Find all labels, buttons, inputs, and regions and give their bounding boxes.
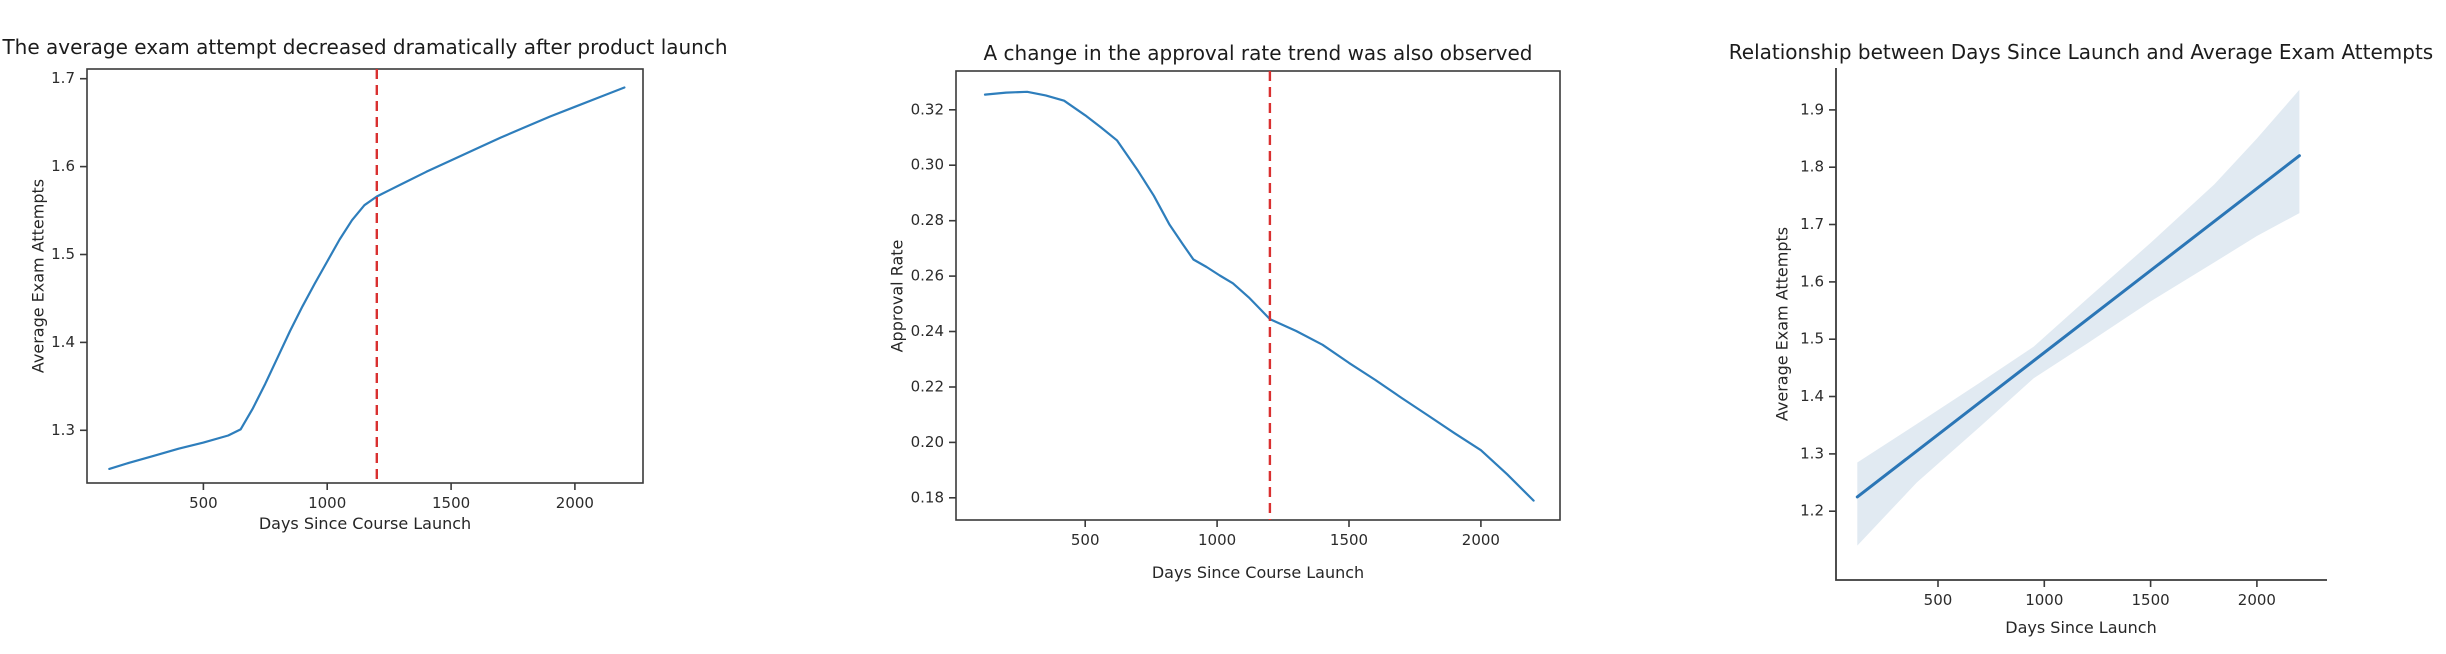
- series-line-average-exam-attempts: [108, 86, 626, 470]
- y-tick-label: 1.4: [51, 333, 75, 351]
- y-tick-label: 1.4: [1800, 387, 1824, 405]
- chart-2-ylabel: Approval Rate: [887, 239, 907, 353]
- chart-3-plot: 500 1000 1500 2000 1.2 1.3 1.4 1.5 1.6 1.7 1.8 1.9: [1800, 68, 2327, 609]
- chart-3-xlabel: Days Since Launch: [2005, 618, 2157, 637]
- x-tick-label: 1500: [2132, 591, 2170, 609]
- chart-2-plot: 500 1000 1500 2000 0.18 0.20 0.22 0.24 0.26 0.28 0…: [911, 70, 1561, 549]
- chart-1-plot: 500 1000 1500 2000 1.3 1.4 1.5 1.6 1.7: [51, 68, 644, 512]
- chart-2-title: A change in the approval rate trend was …: [983, 41, 1533, 65]
- chart-3-title: Relationship between Days Since Launch a…: [1728, 40, 2434, 64]
- x-tick-label: 1000: [308, 494, 346, 512]
- series-line-regression-line: [1855, 154, 2301, 499]
- x-tick-label: 500: [189, 494, 218, 512]
- y-tick-label: 0.24: [911, 322, 944, 340]
- y-tick-label: 0.22: [911, 378, 944, 396]
- chart-2-xlabel: Days Since Course Launch: [1151, 563, 1365, 582]
- series-line-approval-rate: [983, 90, 1535, 502]
- y-tick-label: 0.32: [911, 100, 944, 118]
- x-tick-label: 2000: [2238, 591, 2276, 609]
- x-tick-label: 1000: [2025, 591, 2063, 609]
- chart-1-title: The average exam attempt decreased drama…: [2, 35, 728, 59]
- x-tick-label: 2000: [1462, 531, 1500, 549]
- x-tick-label: 1000: [1198, 531, 1236, 549]
- plot-spines: [1835, 68, 2327, 581]
- chart-1-xlabel: Days Since Course Launch: [258, 514, 472, 533]
- y-tick-label: 1.2: [1800, 502, 1824, 520]
- y-tick-label: 0.28: [911, 211, 944, 229]
- x-tick-label: 1500: [1330, 531, 1368, 549]
- y-tick-label: 1.9: [1800, 100, 1824, 118]
- y-tick-label: 1.8: [1800, 158, 1824, 176]
- x-tick-label: 1500: [432, 494, 470, 512]
- y-tick-label: 1.6: [1800, 272, 1824, 290]
- y-tick-label: 0.30: [911, 156, 944, 174]
- y-tick-label: 0.18: [911, 488, 944, 506]
- x-tick-label: 500: [1924, 591, 1953, 609]
- y-tick-label: 1.7: [51, 69, 75, 87]
- chart-1-ylabel: Average Exam Attempts: [28, 178, 48, 374]
- y-tick-label: 1.3: [1800, 444, 1824, 462]
- x-tick-label: 2000: [556, 494, 594, 512]
- y-tick-label: 1.5: [1800, 330, 1824, 348]
- y-tick-label: 1.7: [1800, 215, 1824, 233]
- y-tick-label: 0.20: [911, 433, 944, 451]
- plot-frame: [955, 70, 1561, 521]
- y-tick-label: 1.3: [51, 421, 75, 439]
- chart-3-ylabel: Average Exam Attempts: [1772, 226, 1792, 422]
- y-tick-label: 1.5: [51, 245, 75, 263]
- plot-frame: [86, 68, 644, 484]
- confidence-band: [1857, 89, 2300, 546]
- y-tick-label: 1.6: [51, 157, 75, 175]
- y-tick-label: 0.26: [911, 267, 944, 285]
- x-tick-label: 500: [1071, 531, 1100, 549]
